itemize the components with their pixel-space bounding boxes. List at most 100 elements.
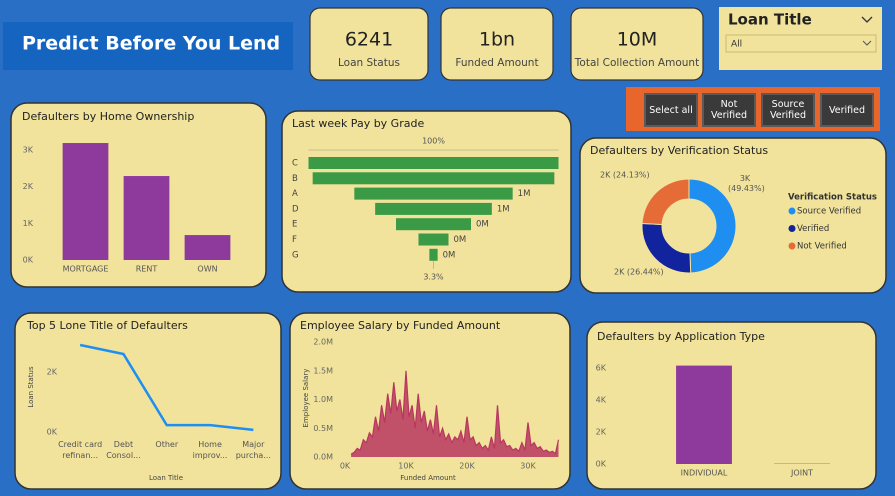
- x-tick-label: Home improv...: [192, 440, 228, 460]
- y-tick-label: 0.0M: [313, 453, 333, 462]
- value-label: 2K (26.44%): [614, 268, 664, 277]
- slicer-title: Loan Title: [728, 11, 812, 29]
- funnel-top-label: 100%: [422, 137, 445, 146]
- category-label: A: [292, 189, 298, 199]
- x-tick-label: OWN: [197, 265, 217, 274]
- chart-panel: [281, 110, 572, 293]
- kpi-value: 1bn: [479, 29, 515, 51]
- bar: [184, 235, 231, 260]
- y-tick-label: 0K: [47, 428, 58, 437]
- chart-title: Defaulters by Home Ownership: [22, 110, 194, 123]
- kpi-label: Loan Status: [338, 57, 400, 69]
- y-tick-label: 6K: [596, 364, 607, 373]
- x-tick-label: INDIVIDUAL: [681, 469, 728, 478]
- legend-marker: [788, 225, 796, 232]
- x-tick-label: RENT: [136, 265, 158, 274]
- funnel-bar: [396, 218, 471, 231]
- kpi-value: 6241: [345, 29, 393, 51]
- legend-title: Verification Status: [788, 193, 877, 203]
- y-axis-label: Loan Status: [27, 366, 35, 408]
- x-tick-label: 0K: [340, 462, 351, 471]
- kpi-value: 10M: [617, 29, 658, 51]
- filter-button[interactable]: Not Verified: [702, 93, 756, 127]
- slicer-dropdown[interactable]: [725, 34, 877, 53]
- legend-marker: [788, 207, 796, 215]
- x-tick-label: Other: [155, 440, 179, 449]
- kpi-card: [440, 7, 554, 81]
- bar: [676, 365, 732, 464]
- dashboard-title: Predict Before You Lend: [22, 33, 280, 55]
- x-tick-label: Major purcha...: [235, 440, 271, 460]
- line: [79, 343, 254, 432]
- slicer-value[interactable]: All: [731, 40, 742, 50]
- y-tick-label: 0.5M: [313, 424, 333, 433]
- chart-title: Last week Pay by Grade: [292, 117, 424, 130]
- value-label: 0M: [476, 220, 489, 230]
- x-tick-label: 30K: [520, 462, 536, 471]
- chevron: [862, 40, 872, 46]
- value-label: 3K (49.43%): [728, 174, 765, 193]
- category-label: F: [292, 235, 297, 245]
- title-box: [3, 22, 293, 70]
- donut-slice: [641, 178, 690, 226]
- x-tick-label: Credit card refinan...: [58, 440, 103, 460]
- legend-marker: [788, 242, 796, 250]
- y-axis-label: Employee Salary: [302, 369, 310, 428]
- category-label: D: [292, 204, 299, 214]
- kpi-card: [309, 7, 429, 81]
- filter-button[interactable]: Source Verified: [761, 93, 815, 127]
- chart-title: Employee Salary by Funded Amount: [300, 319, 501, 332]
- funnel-bar: [418, 233, 449, 246]
- kpi-card: [570, 7, 704, 81]
- filter-button[interactable]: Verified: [820, 93, 874, 127]
- x-tick-label: MORTGAGE: [63, 265, 109, 274]
- legend-label: Source Verified: [797, 207, 861, 217]
- legend-label: Not Verified: [797, 242, 847, 252]
- x-tick-label: 20K: [459, 462, 475, 471]
- category-label: C: [292, 159, 298, 169]
- value-label: 0M: [454, 235, 467, 245]
- value-label: 2K (24.13%): [600, 171, 650, 180]
- category-label: G: [292, 250, 299, 260]
- chart-title: Defaulters by Verification Status: [590, 144, 768, 157]
- filter-button[interactable]: Select all: [644, 93, 698, 127]
- funnel-bar: [429, 248, 438, 261]
- y-tick-label: 1.0M: [313, 395, 333, 404]
- bar: [62, 143, 109, 260]
- y-tick-label: 2.0M: [313, 338, 333, 347]
- x-tick-label: JOINT: [790, 469, 813, 478]
- y-tick-label: 2K: [596, 428, 607, 437]
- value-label: 1M: [497, 204, 510, 214]
- area-line: [350, 370, 560, 455]
- x-tick-label: Debt Consol...: [106, 440, 141, 460]
- y-tick-label: 0K: [23, 256, 34, 265]
- donut-slice: [688, 178, 737, 274]
- chart-title: Top 5 Lone Title of Defaulters: [26, 319, 188, 332]
- y-tick-label: 1K: [23, 219, 34, 228]
- chevron: [861, 16, 873, 23]
- x-axis-label: Loan Title: [149, 474, 183, 482]
- x-axis-label: Funded Amount: [400, 474, 456, 482]
- chart-panel: [14, 312, 282, 490]
- category-label: E: [292, 220, 297, 230]
- y-tick-label: 2K: [23, 182, 34, 191]
- funnel-bar: [312, 172, 555, 185]
- x-tick-label: 10K: [398, 462, 414, 471]
- area-fill: [351, 370, 559, 457]
- funnel-bottom-label: 3.3%: [423, 272, 444, 281]
- value-label: 1M: [518, 189, 531, 199]
- y-tick-label: 0K: [596, 460, 607, 469]
- kpi-label: Total Collection Amount: [574, 57, 699, 69]
- y-tick-label: 4K: [596, 396, 607, 405]
- bar: [123, 176, 170, 260]
- legend-label: Verified: [797, 224, 829, 234]
- y-tick-label: 2K: [47, 368, 58, 377]
- y-tick-label: 3K: [23, 146, 34, 155]
- funnel-bar: [375, 202, 492, 215]
- category-label: B: [292, 174, 298, 184]
- kpi-label: Funded Amount: [455, 57, 538, 69]
- y-tick-label: 1.5M: [313, 366, 333, 375]
- value-label: 0M: [443, 250, 456, 260]
